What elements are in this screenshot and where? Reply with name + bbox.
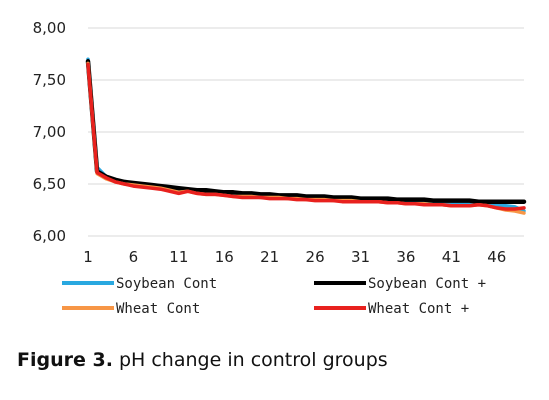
x-tick-label: 36 [396, 248, 415, 266]
legend-label: Wheat Cont [116, 301, 200, 317]
x-tick-label: 41 [442, 248, 461, 266]
figure-caption: Figure 3. pH change in control groups [17, 349, 388, 371]
x-tick-label: 6 [129, 248, 139, 266]
x-tick-label: 11 [169, 248, 188, 266]
y-tick-label: 8,00 [33, 19, 66, 37]
figure-caption-label: Figure 3. [17, 349, 113, 371]
x-tick-label: 46 [487, 248, 506, 266]
y-tick-label: 7,00 [33, 123, 66, 141]
legend-label: Soybean Cont + [368, 276, 486, 292]
y-tick-label: 7,50 [33, 71, 66, 89]
legend-label: Soybean Cont [116, 276, 217, 292]
x-tick-label: 1 [83, 248, 93, 266]
series-line [86, 62, 526, 211]
figure-caption-text: pH change in control groups [112, 349, 388, 371]
x-tick-label: 21 [260, 248, 279, 266]
x-tick-label: 31 [351, 248, 370, 266]
ph-line-chart: 6,006,507,007,508,001 6 11 16 21 26 31 36 41 46So… [33, 19, 527, 317]
y-tick-label: 6,50 [33, 175, 66, 193]
legend-label: Wheat Cont + [368, 301, 469, 317]
x-tick-label: 16 [215, 248, 234, 266]
x-tick-label: 26 [306, 248, 325, 266]
y-tick-label: 6,00 [33, 227, 66, 245]
series-line [85, 59, 527, 204]
series-line [86, 61, 526, 215]
